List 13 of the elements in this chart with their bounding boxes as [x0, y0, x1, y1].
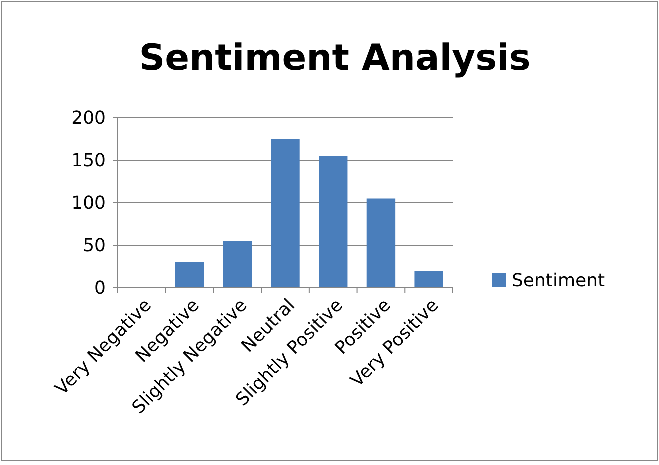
bar	[366, 198, 396, 288]
y-tick-label: 150	[72, 150, 106, 172]
y-tick-label: 50	[83, 235, 106, 256]
bar	[319, 156, 348, 288]
legend-label: Sentiment	[512, 270, 606, 292]
y-tick-label: 200	[72, 108, 106, 129]
bar	[271, 139, 300, 288]
y-tick-label: 100	[72, 192, 106, 214]
bar	[223, 241, 252, 288]
chart-title: Sentiment Analysis	[139, 38, 531, 79]
y-tick-label: 0	[94, 278, 106, 299]
bar	[175, 262, 204, 288]
bar	[414, 271, 444, 288]
